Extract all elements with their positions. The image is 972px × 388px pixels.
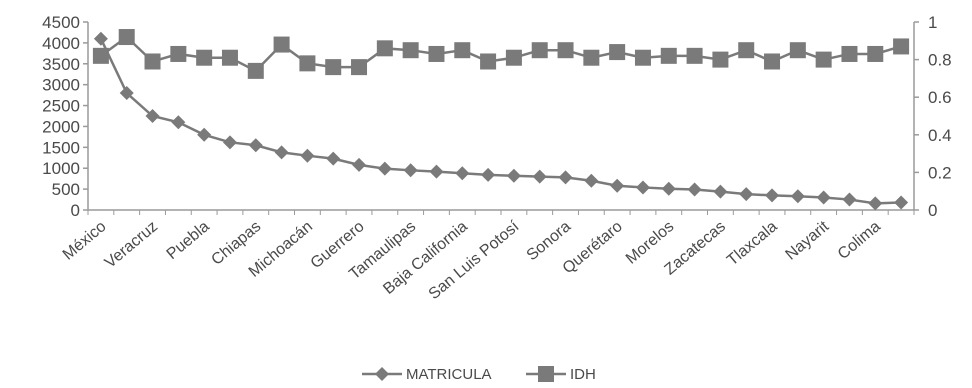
idh-point bbox=[92, 47, 109, 64]
x-category-label: San Luis Potosí bbox=[426, 218, 523, 303]
matricula-point bbox=[894, 195, 909, 210]
matricula-point bbox=[868, 196, 883, 211]
y-right-tick-label: 1 bbox=[928, 13, 937, 32]
matricula-point bbox=[119, 86, 134, 101]
series-line-matricula bbox=[99, 38, 902, 205]
y-left-tick-label: 4500 bbox=[42, 13, 80, 32]
idh-point bbox=[841, 45, 858, 62]
matricula-point bbox=[532, 169, 547, 184]
matricula-point bbox=[248, 138, 263, 153]
y-left-tick-label: 1000 bbox=[42, 159, 80, 178]
matricula-point bbox=[455, 166, 470, 181]
legend-marker-idh bbox=[538, 366, 554, 382]
matricula-point bbox=[222, 135, 237, 150]
x-category-label: Puebla bbox=[164, 218, 213, 263]
idh-point bbox=[557, 42, 574, 59]
matricula-point bbox=[610, 178, 625, 193]
matricula-point bbox=[403, 163, 418, 178]
matricula-point bbox=[429, 164, 444, 179]
matricula-point bbox=[713, 184, 728, 199]
y-right-tick-label: 0.2 bbox=[928, 163, 952, 182]
matricula-point bbox=[274, 145, 289, 160]
matricula-point bbox=[816, 190, 831, 205]
idh-point bbox=[609, 44, 626, 61]
idh-point bbox=[480, 53, 497, 70]
y-left-tick-label: 3000 bbox=[42, 76, 80, 95]
idh-point bbox=[454, 42, 471, 59]
matricula-point bbox=[842, 192, 857, 207]
idh-point bbox=[170, 45, 187, 62]
idh-point bbox=[764, 53, 781, 70]
matricula-point bbox=[326, 151, 341, 166]
y-right-tick-label: 0.4 bbox=[928, 126, 952, 145]
matricula-point bbox=[661, 181, 676, 196]
y-left-tick-label: 0 bbox=[71, 201, 80, 220]
idh-point bbox=[789, 42, 806, 59]
idh-point bbox=[376, 40, 393, 57]
idh-point bbox=[531, 42, 548, 59]
x-category-label: Tlaxcala bbox=[724, 218, 781, 269]
idh-point bbox=[583, 49, 600, 66]
idh-point bbox=[118, 29, 135, 46]
y-left-tick-label: 2000 bbox=[42, 117, 80, 136]
matricula-point bbox=[506, 168, 521, 183]
matricula-point bbox=[197, 127, 212, 142]
matricula-point bbox=[739, 187, 754, 202]
matricula-point bbox=[765, 188, 780, 203]
legend-label-idh: IDH bbox=[570, 366, 596, 383]
idh-point bbox=[402, 42, 419, 59]
axes-layer bbox=[83, 21, 919, 215]
idh-point bbox=[273, 36, 290, 53]
idh-point bbox=[299, 55, 316, 72]
x-category-label: México bbox=[60, 218, 110, 264]
legend: MATRICULA IDH bbox=[362, 366, 596, 383]
y-left-tick-label: 500 bbox=[52, 180, 80, 199]
idh-point bbox=[738, 42, 755, 59]
idh-point bbox=[196, 49, 213, 66]
y-right-tick-label: 0.8 bbox=[928, 51, 952, 70]
matricula-point bbox=[635, 180, 650, 195]
idh-point bbox=[867, 45, 884, 62]
x-category-label: Colima bbox=[835, 218, 884, 263]
matricula-point bbox=[93, 31, 108, 46]
y-left-tick-label: 4000 bbox=[42, 34, 80, 53]
matricula-point bbox=[481, 167, 496, 182]
idh-point bbox=[247, 62, 264, 79]
matricula-point bbox=[558, 170, 573, 185]
idh-point bbox=[634, 49, 651, 66]
legend-label-matricula: MATRICULA bbox=[406, 366, 492, 383]
legend-marker-matricula bbox=[375, 367, 389, 381]
idh-point bbox=[351, 59, 368, 76]
y-left-tick-label: 3500 bbox=[42, 55, 80, 74]
matricula-point bbox=[352, 157, 367, 172]
idh-point bbox=[686, 47, 703, 64]
idh-point bbox=[893, 38, 910, 55]
y-left-tick-label: 2500 bbox=[42, 97, 80, 116]
series-layer bbox=[92, 29, 910, 211]
matricula-point bbox=[145, 109, 160, 123]
matricula-point bbox=[790, 189, 805, 204]
idh-point bbox=[325, 59, 342, 76]
y-right-tick-label: 0.6 bbox=[928, 88, 952, 107]
x-category-label: Nayarit bbox=[782, 218, 832, 264]
x-category-label: Veracruz bbox=[102, 218, 161, 272]
idh-point bbox=[428, 45, 445, 62]
idh-point bbox=[712, 51, 729, 68]
matricula-point bbox=[377, 161, 392, 176]
matricula-point bbox=[584, 173, 599, 188]
idh-point bbox=[815, 51, 832, 68]
idh-point bbox=[221, 49, 238, 66]
idh-point bbox=[660, 47, 677, 64]
y-left-tick-label: 1500 bbox=[42, 138, 80, 157]
idh-point bbox=[144, 53, 161, 70]
idh-point bbox=[505, 49, 522, 66]
matricula-point bbox=[687, 182, 702, 197]
matricula-point bbox=[300, 148, 315, 163]
series-line-idh bbox=[100, 35, 902, 73]
matricula-point bbox=[171, 115, 186, 130]
y-right-tick-label: 0 bbox=[928, 201, 937, 220]
